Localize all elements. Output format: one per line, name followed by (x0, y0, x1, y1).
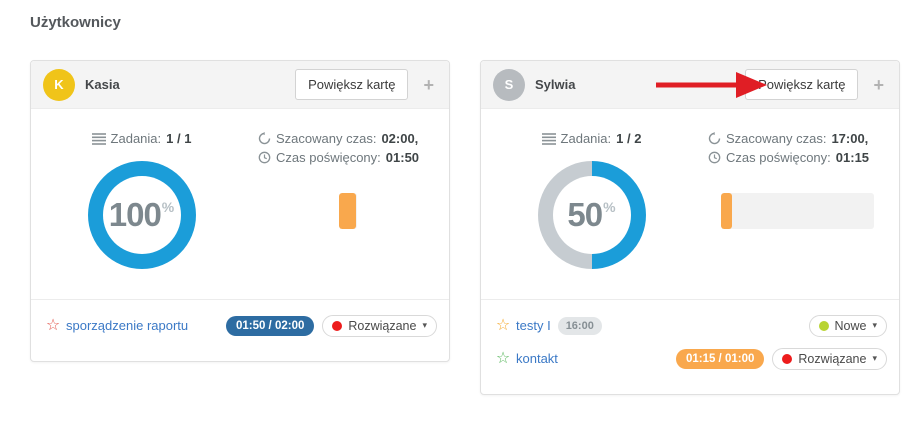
favorite-star-icon[interactable]: ☆ (495, 316, 511, 334)
status-label: Rozwiązane (798, 351, 867, 366)
user-card-sylwia: S Sylwia Powiększ kartę + (480, 60, 900, 395)
donut-percent-sign: % (161, 199, 175, 215)
time-ratio-pill: 01:50 / 02:00 (225, 315, 315, 336)
spent-value: 01:15 (835, 150, 870, 165)
spent-label: Czas poświęcony: (276, 150, 381, 165)
tasks-count: Zadania: 1 / 1 (91, 129, 192, 148)
spent-value: 01:50 (385, 150, 420, 165)
chevron-down-icon: ▾ (422, 320, 427, 330)
task-row: ☆ sporządzenie raportu 01:50 / 02:00 Roz… (43, 312, 437, 339)
page-title: Użytkownicy (30, 14, 121, 31)
tasks-list-icon (541, 132, 556, 145)
task-list: ☆ testy I 16:00 Nowe ▾ ☆ kontakt (481, 299, 899, 394)
clock-icon (258, 151, 271, 164)
time-usage-fill (721, 193, 732, 229)
tasks-list-icon (91, 132, 106, 145)
tasks-value: 1 / 2 (616, 131, 642, 146)
estimated-time: Szacowany czas: 17:00, (708, 129, 887, 148)
user-avatar: K (43, 68, 75, 101)
tasks-count: Zadania: 1 / 2 (541, 129, 642, 148)
header-actions: Powiększ kartę + (745, 69, 887, 100)
tasks-value: 1 / 1 (166, 131, 192, 146)
estimated-label: Szacowany czas: (276, 131, 377, 146)
history-clock-icon (708, 132, 721, 145)
status-dropdown[interactable]: Rozwiązane ▾ (772, 347, 887, 370)
status-dot-icon (332, 320, 343, 331)
task-link[interactable]: testy I (516, 318, 551, 333)
progress-donut: 100 % (87, 161, 196, 269)
user-card-kasia: K Kasia Powiększ kartę + (30, 60, 450, 362)
clock-icon (708, 151, 721, 164)
estimated-time-badge: 16:00 (557, 316, 602, 335)
plus-icon[interactable]: + (873, 74, 884, 95)
header-actions: Powiększ kartę + (295, 69, 437, 100)
time-ratio-pill: 01:15 / 01:00 (675, 348, 765, 369)
spent-time: Czas poświęcony: 01:15 (708, 148, 887, 167)
donut-percent-sign: % (603, 199, 616, 215)
tasks-label: Zadania: (560, 131, 612, 146)
users-panel: Użytkownicy K Kasia Powiększ kartę + (30, 14, 924, 395)
donut-percent: 50 (567, 196, 603, 233)
favorite-star-icon[interactable]: ☆ (495, 349, 511, 367)
estimated-value: 02:00, (381, 131, 419, 146)
task-row: ☆ kontakt 01:15 / 01:00 Rozwiązane ▾ (493, 345, 887, 372)
task-link[interactable]: sporządzenie raportu (66, 318, 189, 333)
tasks-label: Zadania: (110, 131, 162, 146)
spent-label: Czas poświęcony: (726, 150, 831, 165)
estimated-label: Szacowany czas: (726, 131, 827, 146)
status-label: Nowe (834, 318, 867, 333)
card-header: K Kasia Powiększ kartę + (31, 61, 449, 109)
status-label: Rozwiązane (348, 318, 417, 333)
card-body: Zadania: 1 / 2 50 % (481, 109, 899, 299)
spent-time: Czas poświęcony: 01:50 (258, 148, 437, 167)
history-clock-icon (258, 132, 271, 145)
user-name: Sylwia (535, 77, 576, 92)
user-avatar: S (493, 68, 525, 101)
expand-card-button[interactable]: Powiększ kartę (745, 69, 859, 100)
donut-percent: 100 (108, 196, 162, 233)
status-dot-icon (782, 353, 793, 364)
chevron-down-icon: ▾ (872, 353, 877, 363)
task-row: ☆ testy I 16:00 Nowe ▾ (493, 312, 887, 339)
status-dot-icon (818, 320, 829, 331)
chevron-down-icon: ▾ (872, 320, 877, 330)
time-usage-bar (338, 193, 357, 229)
card-header: S Sylwia Powiększ kartę + (481, 61, 899, 109)
expand-card-button[interactable]: Powiększ kartę (295, 69, 409, 100)
time-usage-fill (338, 193, 356, 229)
task-link[interactable]: kontakt (516, 351, 558, 366)
task-list: ☆ sporządzenie raportu 01:50 / 02:00 Roz… (31, 299, 449, 361)
favorite-star-icon[interactable]: ☆ (45, 316, 61, 334)
plus-icon[interactable]: + (423, 74, 434, 95)
estimated-value: 17:00, (831, 131, 869, 146)
user-name: Kasia (85, 77, 120, 92)
status-dropdown[interactable]: Rozwiązane ▾ (322, 314, 437, 337)
status-dropdown[interactable]: Nowe ▾ (808, 314, 887, 337)
user-cards-row: K Kasia Powiększ kartę + (30, 60, 924, 395)
time-usage-bar (721, 193, 874, 229)
progress-donut: 50 % (537, 161, 646, 269)
estimated-time: Szacowany czas: 02:00, (258, 129, 437, 148)
card-body: Zadania: 1 / 1 100 % (31, 109, 449, 299)
